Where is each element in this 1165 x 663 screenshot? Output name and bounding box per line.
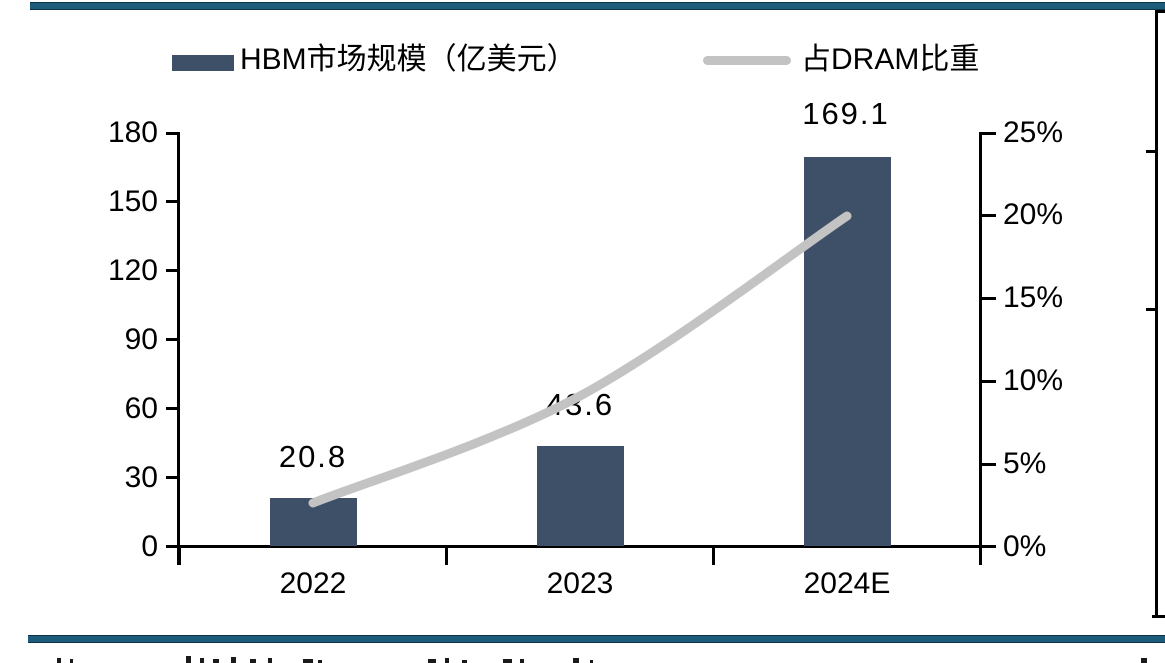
- right-y-label: 10%: [1003, 364, 1064, 397]
- right-y-tick: [981, 132, 996, 135]
- x-axis-line: [166, 545, 996, 548]
- right-y-label: 25%: [1003, 116, 1064, 149]
- bar-2022: [270, 498, 357, 546]
- right-y-tick: [981, 214, 996, 217]
- cropped-text-fragment: [70, 659, 73, 663]
- left-y-tick: [166, 338, 179, 341]
- cropped-text-fragment: [231, 657, 236, 663]
- left-y-label: 30: [124, 461, 158, 494]
- x-axis-label-2022: 2022: [279, 567, 347, 600]
- adjacent-chart-top-border: [1155, 10, 1165, 13]
- left-y-tick: [166, 132, 179, 135]
- left-y-tick: [166, 200, 179, 203]
- left-y-label: 150: [107, 185, 158, 218]
- cropped-text-fragment: [57, 658, 61, 663]
- right-y-label: 5%: [1003, 447, 1047, 480]
- right-y-tick: [981, 380, 996, 383]
- cropped-text-fragment: [186, 656, 191, 663]
- x-axis-tick: [178, 548, 181, 565]
- right-y-tick: [981, 463, 996, 466]
- legend-line-swatch: [703, 56, 791, 65]
- x-axis-tick: [445, 548, 448, 565]
- cropped-text-fragment: [462, 660, 467, 663]
- cropped-text-fragment: [503, 659, 512, 663]
- page-bottom-rule: [28, 635, 1165, 643]
- cropped-text-fragment: [445, 658, 449, 663]
- legend-bar-label: HBM市场规模（亿美元）: [240, 43, 577, 76]
- left-y-tick: [166, 269, 179, 272]
- bar-2023: [537, 446, 624, 546]
- bar-value-label-2024e: 169.1: [802, 96, 890, 131]
- cropped-text-fragment: [268, 658, 272, 663]
- left-y-label: 180: [107, 116, 158, 149]
- right-y-label: 15%: [1003, 281, 1064, 314]
- x-axis-tick: [979, 548, 982, 565]
- cropped-text-fragment: [318, 660, 322, 663]
- x-axis-label-2024e: 2024E: [803, 567, 891, 600]
- cropped-text-fragment: [303, 659, 313, 663]
- left-y-label: 60: [124, 392, 158, 425]
- right-y-axis-line: [979, 132, 982, 565]
- cropped-text-fragment: [250, 659, 256, 663]
- right-y-label: 20%: [1003, 198, 1064, 231]
- bar-value-label-2022: 20.8: [278, 439, 348, 474]
- legend-bar-swatch: [172, 55, 234, 71]
- left-y-tick: [166, 476, 179, 479]
- bar-2024e: [804, 157, 891, 546]
- left-y-label: 90: [124, 323, 158, 356]
- adjacent-chart-tick: [1146, 308, 1156, 311]
- left-y-label: 0: [141, 530, 158, 563]
- left-y-axis-line: [177, 132, 180, 565]
- right-y-tick: [981, 297, 996, 300]
- bar-value-label-2023: 43.6: [545, 387, 615, 422]
- cropped-text-fragment: [428, 659, 436, 663]
- legend-line-label: 占DRAM比重: [801, 43, 980, 76]
- right-y-label: 0%: [1003, 530, 1047, 563]
- x-axis-tick: [712, 548, 715, 565]
- page-top-rule: [30, 2, 1165, 10]
- cropped-text-fragment: [590, 660, 593, 663]
- cropped-text-fragment: [200, 658, 204, 663]
- cropped-text-fragment: [213, 659, 219, 663]
- left-y-tick: [166, 407, 179, 410]
- left-y-label: 120: [107, 254, 158, 287]
- adjacent-chart-bottom-border: [1152, 615, 1165, 618]
- adjacent-chart-axis-line: [1155, 10, 1158, 618]
- cropped-text-fragment: [1141, 658, 1147, 663]
- cropped-text-fragment: [520, 659, 524, 663]
- x-axis-label-2023: 2023: [546, 567, 614, 600]
- cropped-text-fragment: [573, 658, 579, 663]
- adjacent-chart-tick: [1146, 150, 1156, 153]
